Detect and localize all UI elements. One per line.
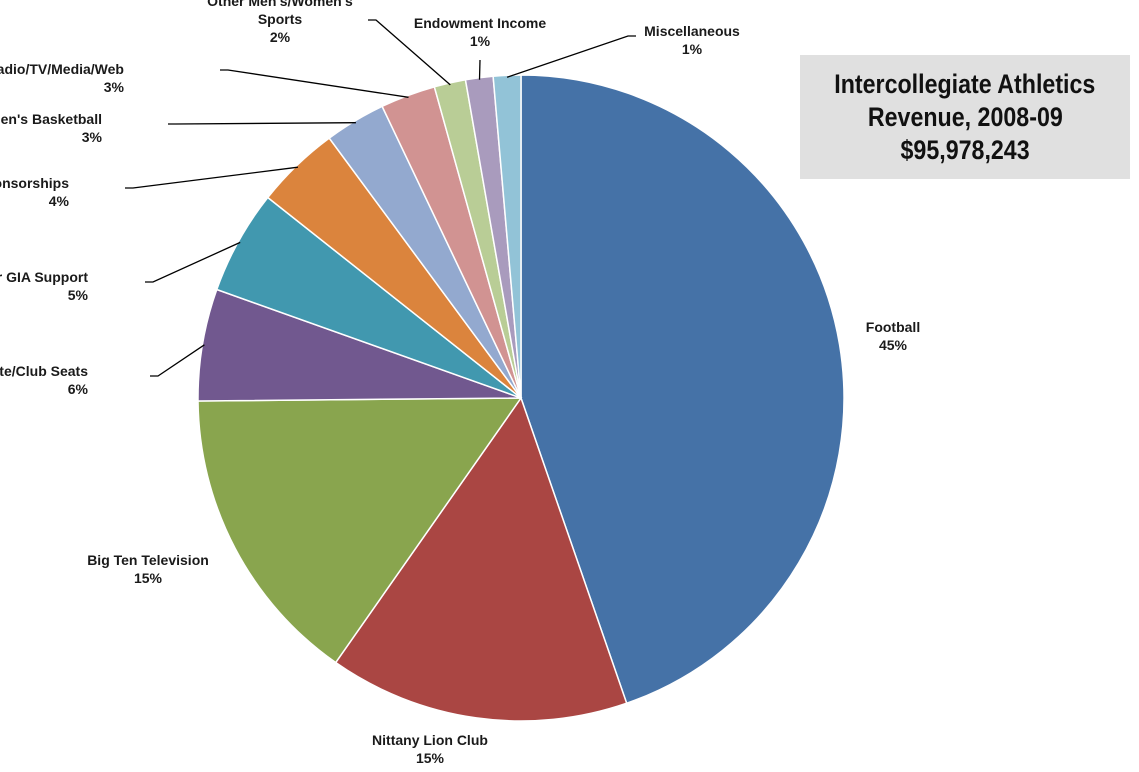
slice-percent-label: 5%: [68, 287, 89, 303]
slice-label: Suite/Club Seats 6%: [0, 363, 89, 397]
slice-name-label: Big Ten Television: [87, 552, 209, 568]
chart-title-line-2: Revenue, 2008-09: [867, 101, 1063, 132]
leader-line: [478, 59, 481, 80]
leader-line: [168, 122, 356, 125]
slice-labels: Football 45%Nittany Lion Club 15%Big Ten T…: [0, 0, 920, 766]
leader-line: [125, 166, 298, 189]
leader-line: [506, 35, 636, 78]
slice-label: Endowment Income 1%: [414, 15, 546, 49]
leader-lines: [125, 19, 636, 377]
slice-name-label: Other GIA Support: [0, 269, 88, 285]
slice-label: Nittany Lion Club 15%: [372, 732, 488, 766]
slice-percent-label: 15%: [134, 570, 163, 586]
slice-percent-label: 6%: [68, 381, 89, 397]
slice-label: Men's Basketball 3%: [0, 111, 103, 145]
slice-percent-label: 3%: [82, 129, 103, 145]
slice-label: Big Ten Television 15%: [87, 552, 209, 586]
slice-label: Miscellaneous 1%: [644, 23, 740, 57]
slice-name-label: Football: [866, 319, 920, 335]
slice-name-label: Sponsorships: [0, 175, 69, 191]
slice-label: Radio/TV/Media/Web 3%: [0, 61, 125, 95]
slice-percent-label: 45%: [879, 337, 908, 353]
chart-title-line-3: $95,978,243: [900, 134, 1030, 165]
pie-slice-nittany-lion-club: [334, 396, 628, 722]
slice-name-label: Men's Basketball: [0, 111, 102, 127]
pie-slice-big-ten-television: [197, 397, 523, 664]
chart-title: Intercollegiate Athletics Revenue, 2008-…: [800, 55, 1130, 179]
slice-name-label: Sports: [258, 11, 303, 27]
slice-percent-label: 2%: [270, 29, 291, 45]
slice-label: Sponsorships 4%: [0, 175, 70, 209]
chart-title-line-1: Intercollegiate Athletics: [834, 68, 1096, 99]
leader-line: [150, 344, 205, 377]
slice-percent-label: 15%: [416, 750, 445, 766]
slice-name-label: Miscellaneous: [644, 23, 740, 39]
slice-percent-label: 1%: [470, 33, 491, 49]
slice-label: Other Men's/Women's Sports 2%: [207, 0, 353, 45]
leader-line: [368, 19, 451, 86]
slice-name-label: Radio/TV/Media/Web: [0, 61, 124, 77]
slice-name-label: Suite/Club Seats: [0, 363, 88, 379]
slice-name-label: Endowment Income: [414, 15, 546, 31]
pie-slice-miscellaneous: [492, 74, 522, 399]
slice-percent-label: 3%: [104, 79, 125, 95]
slice-name-label: Nittany Lion Club: [372, 732, 488, 748]
slice-percent-label: 4%: [49, 193, 70, 209]
slice-label: Other GIA Support 5%: [0, 269, 89, 303]
leader-line: [220, 69, 409, 98]
slice-name-label: Other Men's/Women's: [207, 0, 353, 9]
slice-label: Football 45%: [866, 319, 920, 353]
pie-slice-football: [520, 74, 845, 705]
slice-percent-label: 1%: [682, 41, 703, 57]
leader-line: [145, 241, 241, 283]
pie-slices: [197, 74, 845, 722]
